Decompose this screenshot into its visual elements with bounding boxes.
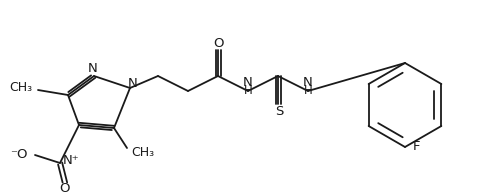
Text: N⁺: N⁺ xyxy=(63,154,80,168)
Text: N: N xyxy=(243,75,253,89)
Text: S: S xyxy=(275,104,283,117)
Text: F: F xyxy=(413,141,421,153)
Text: CH₃: CH₃ xyxy=(131,145,154,159)
Text: ⁻O: ⁻O xyxy=(10,149,28,162)
Text: H: H xyxy=(304,83,313,96)
Text: N: N xyxy=(88,62,98,74)
Text: N: N xyxy=(128,76,138,90)
Text: N: N xyxy=(303,75,313,89)
Text: O: O xyxy=(60,181,70,194)
Text: H: H xyxy=(244,83,252,96)
Text: O: O xyxy=(214,36,224,50)
Text: CH₃: CH₃ xyxy=(9,81,32,93)
